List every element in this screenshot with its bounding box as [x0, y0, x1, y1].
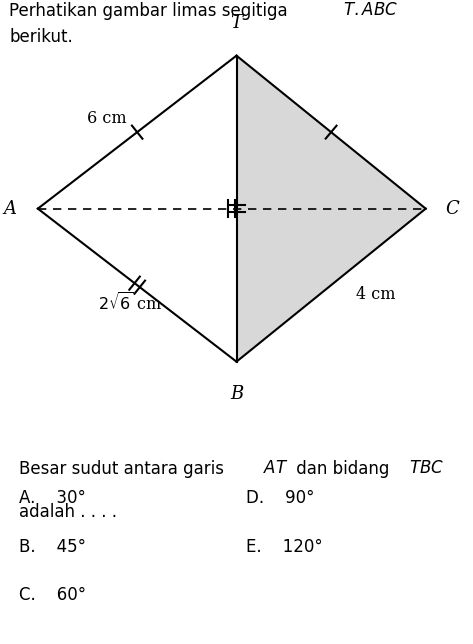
- Text: $AT$: $AT$: [263, 460, 288, 477]
- Text: $T.ABC$: $T.ABC$: [343, 3, 398, 19]
- Text: B.    45°: B. 45°: [19, 538, 86, 556]
- Text: D.    90°: D. 90°: [246, 489, 315, 507]
- Text: T: T: [230, 14, 243, 32]
- Text: Perhatikan gambar limas segitiga: Perhatikan gambar limas segitiga: [9, 3, 293, 21]
- Text: $2\sqrt{6}$ cm: $2\sqrt{6}$ cm: [98, 292, 162, 315]
- Text: berikut.: berikut.: [9, 28, 73, 46]
- Text: A.    30°: A. 30°: [19, 489, 86, 507]
- Text: C.    60°: C. 60°: [19, 586, 86, 604]
- Text: A: A: [3, 200, 16, 218]
- Text: $TBC$: $TBC$: [409, 460, 444, 477]
- Text: 4 cm: 4 cm: [356, 286, 396, 303]
- Text: dan bidang: dan bidang: [291, 460, 394, 478]
- Text: Besar sudut antara garis: Besar sudut antara garis: [19, 460, 229, 478]
- Text: B: B: [230, 385, 243, 403]
- Text: adalah . . . .: adalah . . . .: [19, 503, 117, 521]
- Text: C: C: [445, 200, 459, 218]
- Text: 6 cm: 6 cm: [87, 109, 126, 127]
- Text: E.    120°: E. 120°: [246, 538, 323, 556]
